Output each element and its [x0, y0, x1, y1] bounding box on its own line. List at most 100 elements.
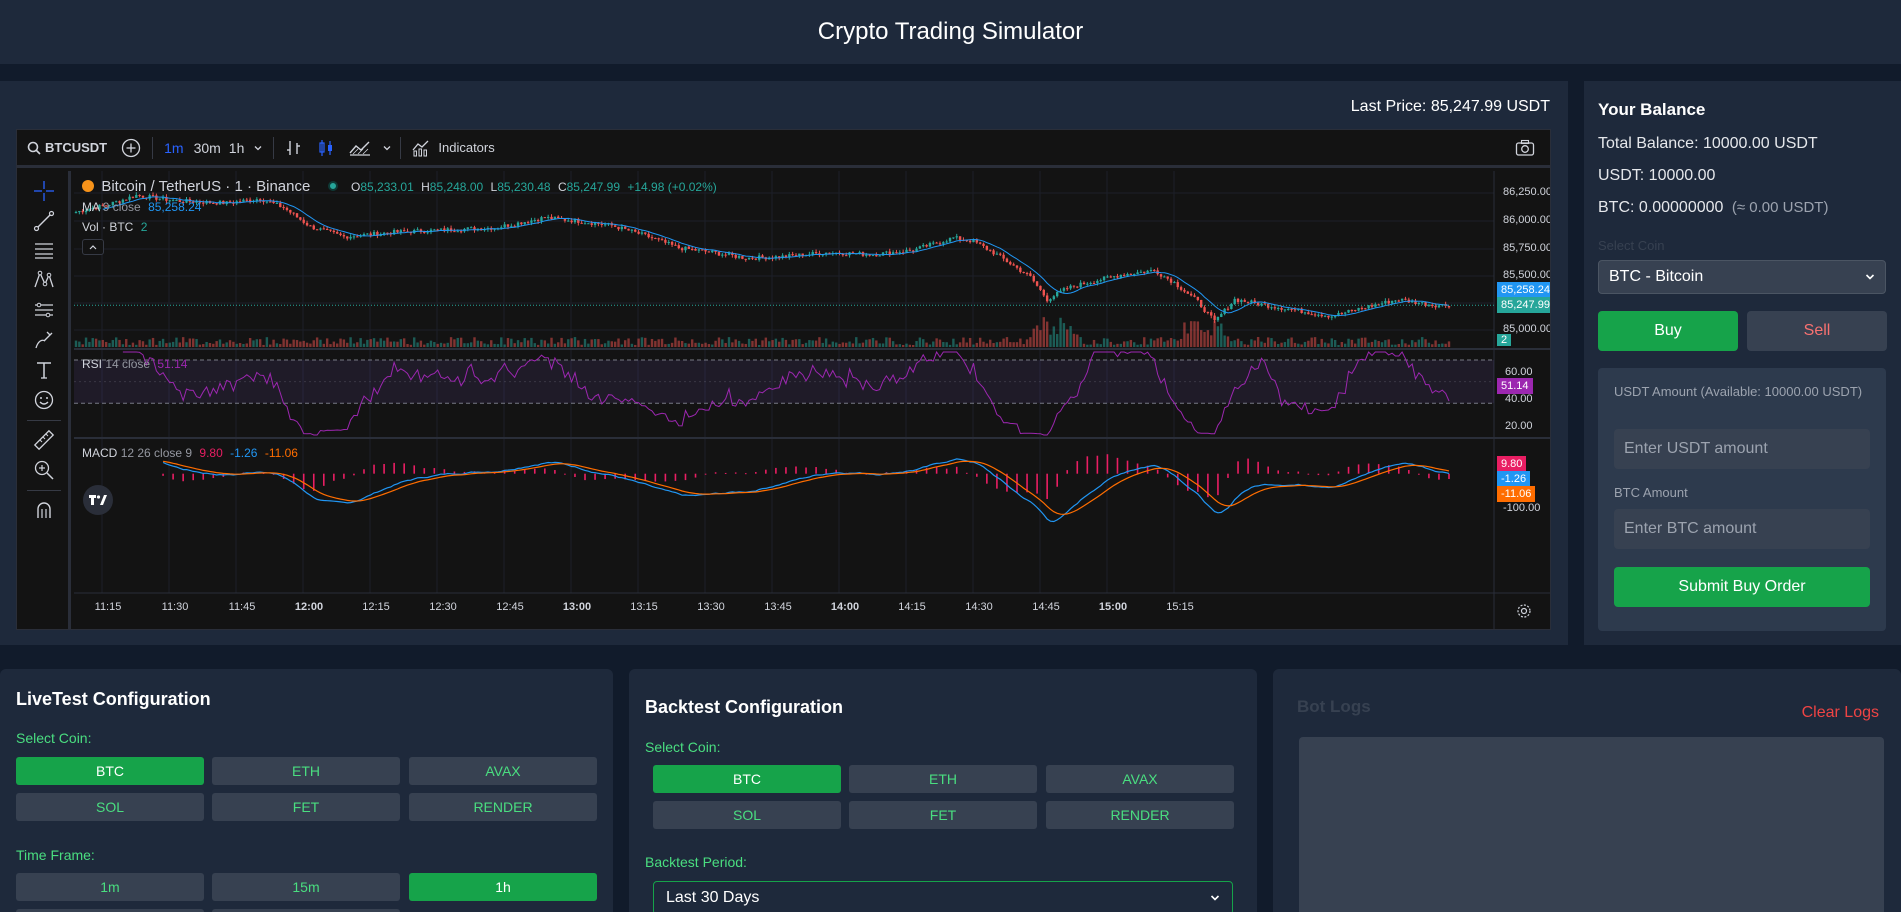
candle-body	[356, 236, 359, 238]
volume-bar	[349, 337, 352, 347]
text-tool[interactable]	[31, 357, 57, 383]
volume-bar	[634, 344, 637, 347]
btc-amount-input[interactable]	[1614, 509, 1870, 549]
ruler-tool[interactable]	[31, 427, 57, 453]
candle-body	[282, 207, 285, 209]
livetest-coin-eth[interactable]: ETH	[212, 757, 400, 785]
candle-body	[526, 222, 530, 224]
macd-histogram-bar	[1337, 471, 1340, 474]
zoom-tool[interactable]	[31, 457, 57, 483]
volume-bar	[952, 338, 955, 347]
candle-body	[687, 246, 691, 249]
candle-body	[945, 241, 948, 243]
interval-1m[interactable]: 1m	[164, 139, 184, 156]
volume-bar	[727, 337, 731, 347]
volume-bar	[841, 342, 845, 347]
symbol-search[interactable]: BTCUSDT	[17, 130, 114, 167]
price-chart[interactable]	[74, 171, 1550, 629]
submit-order-button[interactable]: Submit Buy Order	[1614, 567, 1870, 607]
candle-body	[650, 237, 654, 239]
chart-settings-button[interactable]	[1516, 603, 1532, 624]
volume-bar	[680, 340, 684, 347]
livetest-timeframe-more[interactable]	[16, 909, 204, 912]
chart-area[interactable]: Bitcoin / TetherUS · 1 · Binance O85,233…	[74, 171, 1550, 629]
buy-tab-button[interactable]: Buy	[1598, 311, 1738, 351]
backtest-coin-sol[interactable]: SOL	[653, 801, 841, 829]
livetest-coin-btc[interactable]: BTC	[16, 757, 204, 785]
backtest-coin-render[interactable]: RENDER	[1046, 801, 1234, 829]
volume-bar	[707, 344, 711, 347]
volume-bar	[580, 344, 583, 347]
candle-body	[992, 250, 995, 255]
collapse-legend-button[interactable]	[82, 239, 104, 255]
macd-histogram-bar	[1297, 471, 1300, 474]
pattern-tool[interactable]	[31, 267, 57, 293]
time-tick: 14:15	[898, 601, 926, 613]
candle-body	[553, 216, 557, 220]
interval-30m[interactable]: 30m	[193, 139, 221, 156]
interval-1h[interactable]: 1h	[228, 139, 245, 156]
livetest-panel: LiveTest Configuration Select Coin: BTC …	[0, 669, 613, 912]
backtest-coin-avax[interactable]: AVAX	[1046, 765, 1234, 793]
candles-style-button[interactable]	[310, 130, 342, 167]
chart-type-dropdown[interactable]	[378, 130, 396, 167]
candle-body	[433, 229, 436, 231]
bar-style-button[interactable]	[278, 130, 310, 167]
backtest-coin-fet[interactable]: FET	[849, 801, 1037, 829]
macd-histogram-bar	[775, 467, 777, 474]
volume-bar	[731, 342, 734, 347]
volume-bar	[188, 338, 192, 347]
clear-logs-button[interactable]: Clear Logs	[1801, 704, 1879, 721]
volume-bar	[305, 342, 309, 347]
candle-body	[741, 256, 744, 259]
livetest-coin-avax[interactable]: AVAX	[409, 757, 597, 785]
tradingview-logo[interactable]	[83, 485, 113, 515]
indicators-button[interactable]: Indicators	[405, 130, 501, 167]
livetest-timeframe-1h[interactable]: 1h	[409, 873, 597, 901]
volume-bar	[704, 342, 707, 347]
livetest-timeframe-15m[interactable]: 15m	[212, 873, 400, 901]
emoji-tool[interactable]	[31, 387, 57, 413]
rsi-band	[74, 360, 1494, 404]
backtest-period-label: Backtest Period:	[645, 854, 747, 870]
candle-body	[135, 194, 138, 198]
crosshair-tool[interactable]	[31, 178, 57, 204]
livetest-coin-render[interactable]: RENDER	[409, 793, 597, 821]
candle-body	[1092, 282, 1096, 284]
candle-body	[165, 196, 168, 201]
candle-body	[339, 233, 342, 236]
tradingview-logo-icon	[89, 495, 107, 505]
coin-select[interactable]: BTC - Bitcoin	[1598, 260, 1886, 294]
volume-bar	[1086, 344, 1089, 347]
volume-bar	[801, 344, 804, 347]
usdt-amount-input[interactable]	[1614, 429, 1870, 469]
sell-tab-button[interactable]: Sell	[1747, 311, 1887, 351]
intervals-dropdown[interactable]	[247, 130, 269, 167]
projection-tool[interactable]	[31, 297, 57, 323]
compare-button[interactable]	[114, 130, 148, 167]
volume-bar	[851, 343, 855, 347]
volume-bar	[818, 337, 821, 347]
candle-body	[841, 253, 845, 256]
candle-body	[644, 232, 647, 234]
livetest-timeframe-more[interactable]	[212, 909, 400, 912]
macd-histogram-bar	[1237, 461, 1239, 474]
livetest-coin-sol[interactable]: SOL	[16, 793, 204, 821]
screenshot-button[interactable]	[1508, 130, 1542, 167]
rsi-tick: 40.00	[1505, 393, 1533, 405]
brush-tool[interactable]	[31, 327, 57, 353]
magnet-tool[interactable]	[31, 497, 57, 523]
livetest-coin-fet[interactable]: FET	[212, 793, 400, 821]
candle-body	[1055, 291, 1059, 297]
backtest-coin-btc[interactable]: BTC	[653, 765, 841, 793]
backtest-coin-eth[interactable]: ETH	[849, 765, 1037, 793]
livetest-timeframe-1m[interactable]: 1m	[16, 873, 204, 901]
volume-bar	[419, 340, 423, 347]
volume-bar	[1129, 339, 1133, 347]
candle-body	[540, 217, 543, 222]
trend-line-tool[interactable]	[31, 208, 57, 234]
backtest-period-select[interactable]: Last 30 Days	[653, 881, 1233, 912]
fib-tool[interactable]	[31, 237, 57, 263]
candle-body	[1086, 283, 1089, 285]
area-style-button[interactable]	[342, 130, 378, 167]
